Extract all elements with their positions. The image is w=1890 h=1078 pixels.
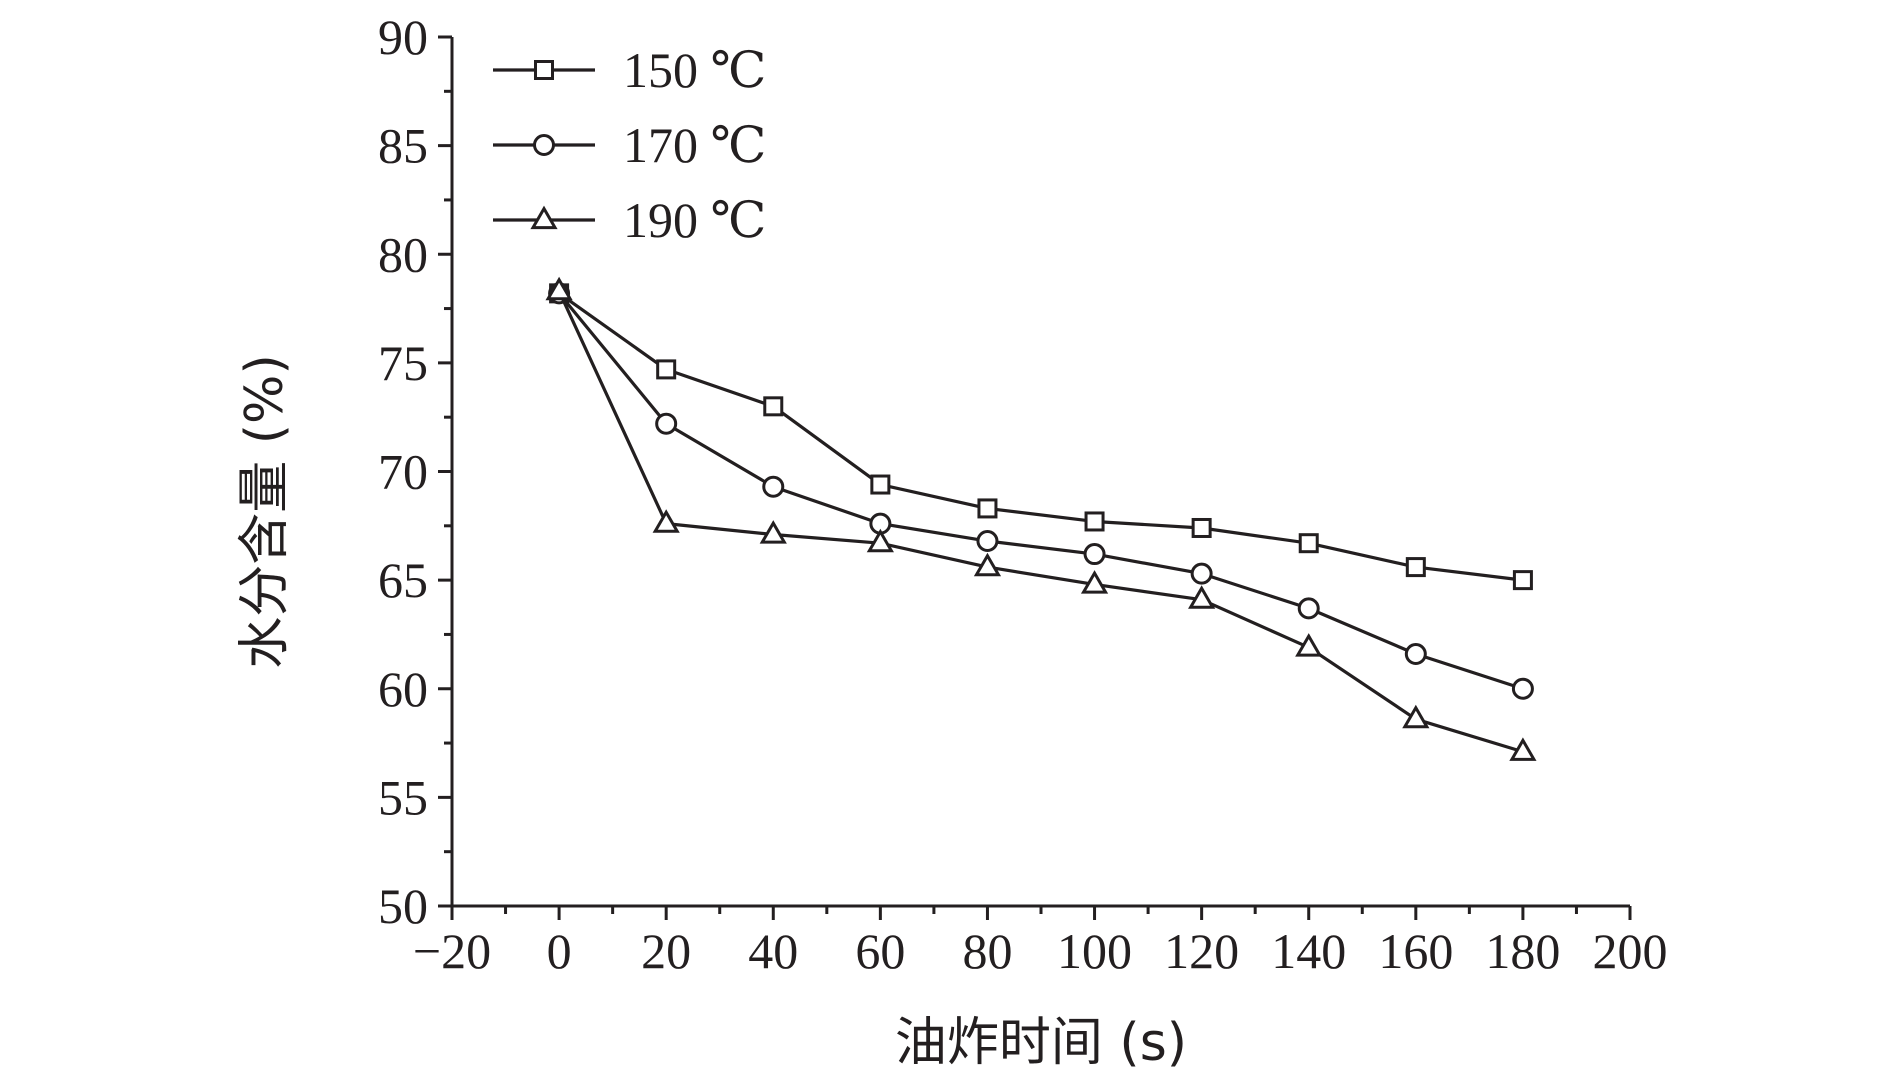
y-axis-title: 水分含量 (%) [235, 354, 295, 669]
x-tick-labels: −20 0 20 40 60 80 100 120 140 160 180 200 [413, 923, 1668, 979]
data-point-triangle [545, 276, 573, 301]
x-tick-label: 180 [1485, 923, 1560, 979]
data-point-square [656, 359, 677, 380]
legend: 150 ℃ 170 ℃ 190 ℃ [493, 42, 766, 248]
data-point-triangle [759, 520, 787, 544]
series-line [558, 292, 1524, 582]
data-point-circle [655, 412, 678, 435]
x-tick-label: 40 [748, 923, 798, 979]
y-tick-label: 65 [378, 552, 428, 608]
y-tick-label: 80 [378, 226, 428, 282]
y-tick-label: 70 [378, 444, 428, 500]
x-tick-label: 160 [1378, 923, 1453, 979]
data-point-triangle [1402, 704, 1430, 729]
y-tick-label: 90 [378, 9, 428, 65]
data-point-triangle [866, 528, 894, 553]
data-point-square [1191, 517, 1212, 538]
data-point-square [763, 396, 784, 417]
data-point-triangle [1188, 585, 1216, 609]
axis-ticks [438, 35, 1632, 920]
legend-item: 170 ℃ [493, 117, 766, 173]
x-axis-title: 油炸时间 (s) [895, 1013, 1187, 1073]
legend-marker-circle [533, 134, 555, 156]
data-point-square [1405, 557, 1426, 578]
legend-label: 170 ℃ [623, 117, 766, 173]
y-tick-labels: 50 55 60 65 70 75 80 85 90 [378, 9, 428, 934]
data-point-square [1084, 511, 1105, 532]
x-tick-label: 80 [962, 923, 1012, 979]
series-layer [545, 276, 1537, 761]
data-point-square [977, 498, 998, 519]
legend-marker-triangle [530, 205, 558, 230]
data-point-circle [1297, 597, 1320, 620]
legend-marker-square [534, 60, 554, 80]
series-line [557, 292, 1524, 691]
data-point-triangle [1509, 737, 1537, 761]
x-tick-label: 0 [547, 923, 572, 979]
data-point-circle [1190, 562, 1213, 585]
data-point-circle [1404, 642, 1427, 665]
legend-item: 150 ℃ [493, 42, 766, 98]
series-square [549, 283, 1533, 591]
data-point-square [1512, 570, 1533, 591]
data-point-circle [976, 530, 999, 553]
x-tick-label: 200 [1593, 923, 1668, 979]
x-tick-label: 140 [1271, 923, 1346, 979]
legend-item: 190 ℃ [493, 192, 766, 248]
y-tick-label: 85 [378, 118, 428, 174]
data-point-triangle [652, 509, 680, 533]
data-point-triangle [973, 552, 1002, 577]
data-point-square [1298, 533, 1319, 554]
x-tick-label: 60 [855, 923, 905, 979]
x-tick-label: −20 [413, 923, 491, 979]
data-point-square [870, 474, 891, 495]
y-tick-label: 75 [378, 335, 428, 391]
y-tick-label: 60 [378, 661, 428, 717]
legend-label: 150 ℃ [623, 42, 766, 98]
x-tick-label: 100 [1057, 923, 1132, 979]
data-point-circle [1083, 543, 1106, 566]
y-tick-label: 50 [378, 878, 428, 934]
series-line [557, 290, 1524, 754]
data-point-circle [762, 475, 785, 498]
data-point-triangle [1080, 570, 1109, 594]
x-tick-label: 120 [1164, 923, 1239, 979]
y-tick-label: 55 [378, 769, 428, 825]
x-tick-label: 20 [641, 923, 691, 979]
legend-label: 190 ℃ [623, 192, 766, 248]
series-triangle [545, 276, 1537, 761]
data-point-triangle [1295, 633, 1323, 657]
series-circle [548, 282, 1534, 700]
data-point-circle [1511, 677, 1534, 700]
